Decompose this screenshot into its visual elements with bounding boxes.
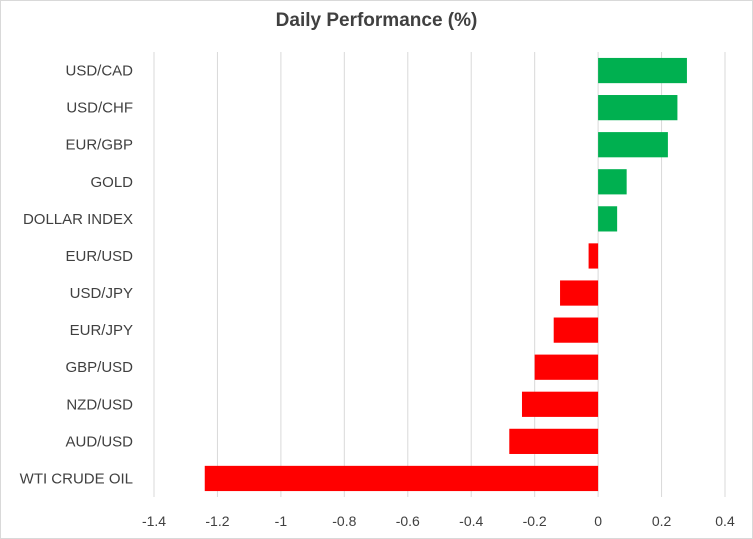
- bar: [598, 132, 668, 158]
- bars: [204, 57, 687, 492]
- x-tick-label: -0.4: [459, 513, 483, 529]
- category-label: GBP/USD: [65, 359, 133, 376]
- x-tick-label: 0: [594, 513, 602, 529]
- category-label: USD/CHF: [66, 100, 133, 117]
- bar: [534, 354, 599, 380]
- x-tick-label: -1.4: [142, 513, 166, 529]
- category-labels: USD/CAD USD/CHF EUR/GBP GOLD DOLLAR INDEX EUR…: [20, 63, 134, 488]
- x-tick-label: -1.2: [205, 513, 229, 529]
- category-label: EUR/GBP: [65, 137, 133, 154]
- bar: [588, 243, 599, 269]
- bar: [598, 95, 678, 121]
- x-tick-label: -0.6: [396, 513, 420, 529]
- bar: [598, 169, 627, 195]
- bar: [509, 428, 599, 454]
- x-tick-label: 0.4: [715, 513, 735, 529]
- x-tick-label: 0.2: [652, 513, 672, 529]
- category-label: EUR/USD: [65, 248, 133, 265]
- category-label: DOLLAR INDEX: [23, 211, 133, 228]
- x-tick-label: -0.8: [332, 513, 356, 529]
- chart-title: Daily Performance (%): [275, 10, 478, 31]
- bar: [598, 206, 618, 232]
- category-label: WTI CRUDE OIL: [20, 470, 133, 487]
- category-label: AUD/USD: [65, 433, 133, 450]
- x-tick-label: -1: [275, 513, 288, 529]
- bar: [204, 465, 599, 492]
- bar: [598, 57, 687, 84]
- bar: [521, 391, 599, 417]
- category-label: USD/JPY: [70, 285, 133, 302]
- category-label: EUR/JPY: [70, 322, 133, 339]
- bar: [560, 280, 599, 306]
- x-axis-tick-labels: -1.4 -1.2 -1 -0.8 -0.6 -0.4 -0.2 0 0.2 0.4: [142, 513, 735, 529]
- category-label: NZD/USD: [66, 396, 133, 413]
- category-label: GOLD: [90, 174, 133, 191]
- bar: [553, 317, 599, 343]
- x-tick-label: -0.2: [523, 513, 547, 529]
- category-label: USD/CAD: [65, 63, 133, 80]
- gridlines: [153, 52, 726, 497]
